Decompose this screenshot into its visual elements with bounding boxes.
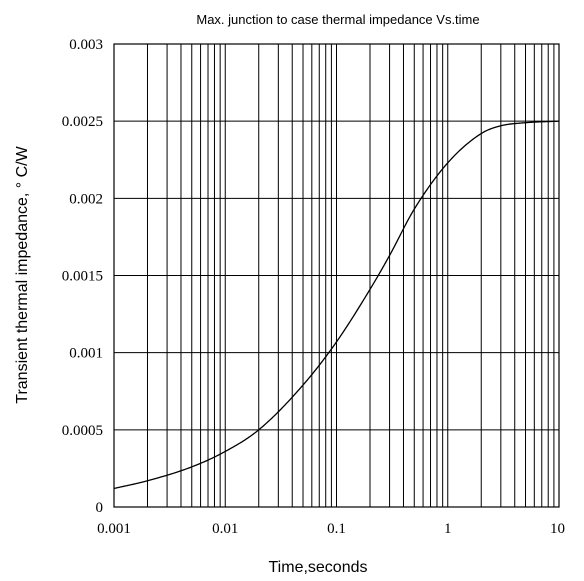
y-tick-label: 0 (96, 500, 104, 516)
y-tick-label: 0.002 (69, 191, 103, 207)
y-axis-label: Transient thermal impedance, ° C/W (14, 145, 31, 403)
grid-lines (113, 43, 560, 508)
chart-title: Max. junction to case thermal impedance … (196, 12, 479, 27)
x-tick-label: 0.01 (212, 521, 238, 537)
y-tick-label: 0.001 (69, 346, 103, 362)
x-tick-labels: 0.001 0.01 0.1 1 10 (97, 521, 565, 537)
x-tick-label: 0.1 (327, 521, 346, 537)
x-tick-label: 1 (444, 521, 452, 537)
series-layer (113, 120, 560, 490)
y-tick-label: 0.0015 (62, 269, 103, 285)
y-tick-label: 0.0025 (62, 114, 103, 130)
impedance-curve (113, 120, 560, 490)
y-tick-labels: 0 0.0005 0.001 0.0015 0.002 0.0025 0.003 (62, 37, 103, 516)
x-tick-label: 10 (550, 521, 565, 537)
y-tick-label: 0.003 (69, 37, 103, 53)
x-tick-label: 0.001 (97, 521, 131, 537)
x-axis-label: Time,seconds (269, 559, 368, 576)
y-tick-label: 0.0005 (62, 423, 103, 439)
plot-frame (113, 43, 560, 508)
